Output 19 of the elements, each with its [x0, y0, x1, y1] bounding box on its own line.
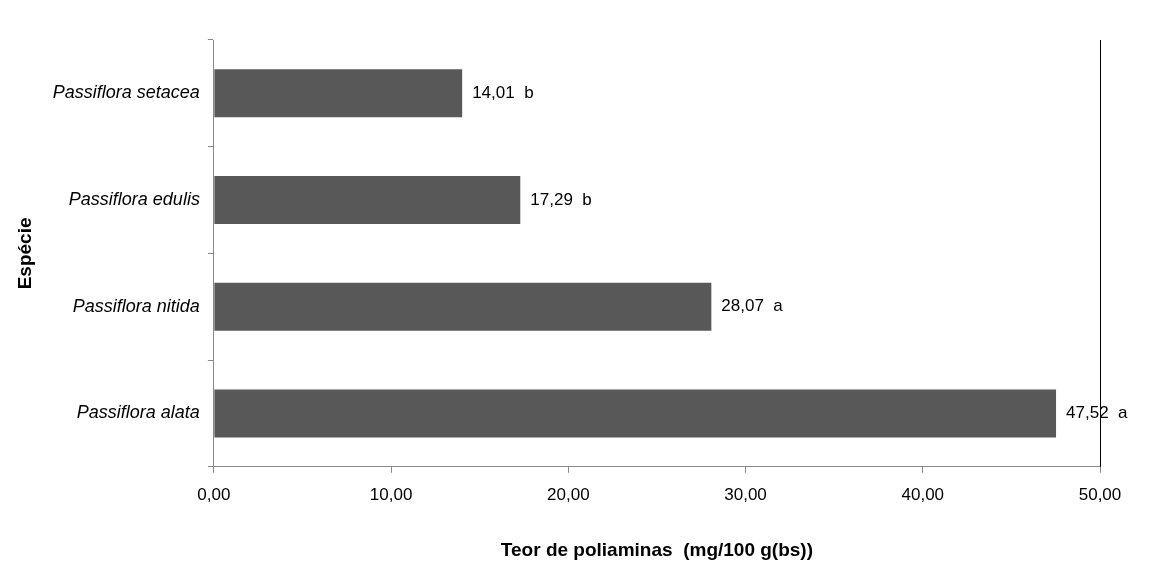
y-tick-label: Passiflora edulis	[68, 189, 200, 210]
x-tick-label: 50,00	[1078, 484, 1122, 504]
x-tick-label: 0,00	[197, 484, 231, 504]
x-tick-label: 10,00	[369, 484, 413, 504]
data-label: 14,01 b	[472, 83, 534, 103]
bar	[214, 176, 521, 225]
bar	[214, 69, 463, 118]
y-tick-label: Passiflora alata	[76, 402, 200, 423]
bar	[214, 282, 712, 331]
x-tick-label: 30,00	[724, 484, 767, 504]
x-tick-label: 20,00	[547, 484, 590, 504]
y-tick-label: Passiflora nitida	[72, 295, 200, 316]
x-tick-label: 40,00	[901, 484, 945, 504]
x-axis-title: Teor de poliaminas (mg/100 g(bs))	[500, 538, 814, 560]
data-label: 17,29 b	[530, 189, 592, 209]
bar	[214, 389, 1057, 438]
y-tick-label: Passiflora setacea	[52, 82, 200, 103]
y-axis-title: Espécie	[13, 217, 35, 290]
data-label: 28,07 a	[721, 296, 784, 316]
